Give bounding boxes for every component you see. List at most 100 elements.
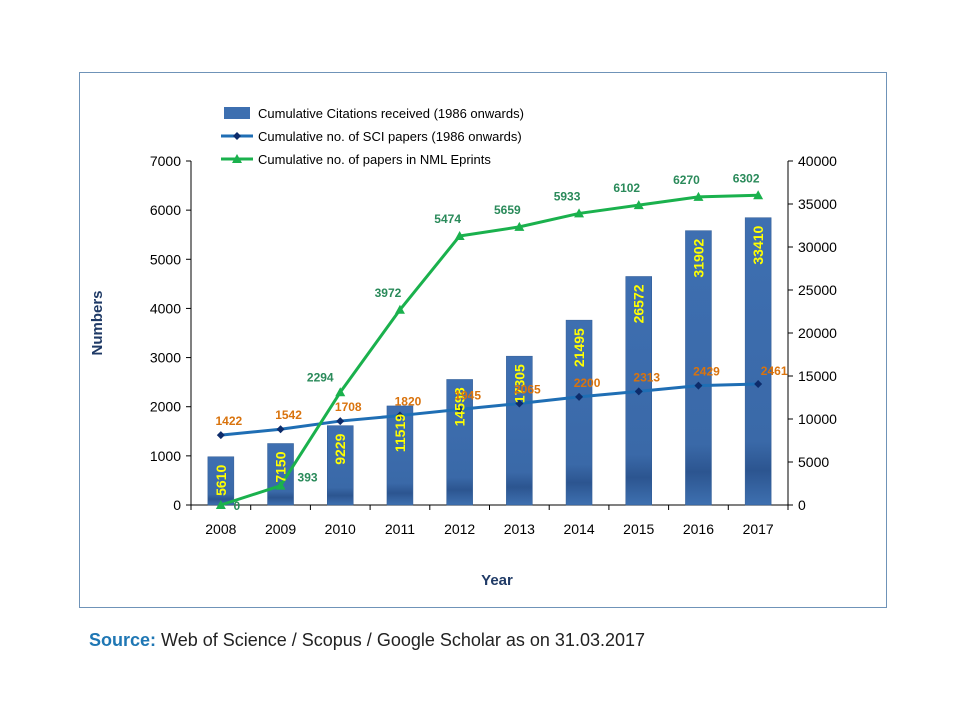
legend: Cumulative Citations received (1986 onwa… (221, 106, 524, 167)
diamond-marker (575, 392, 584, 401)
line-data-label: 1708 (335, 400, 362, 414)
y-left-tick-label: 7000 (150, 153, 181, 169)
y-right-tick-label: 25000 (798, 282, 837, 298)
x-tick-label: 2012 (444, 521, 475, 537)
bar-series (207, 217, 772, 506)
bar (386, 405, 414, 506)
bar (506, 355, 533, 506)
y-right-tick-label: 20000 (798, 325, 837, 341)
legend-entry-label: Cumulative Citations received (1986 onwa… (258, 106, 524, 121)
y-left-tick-label: 5000 (150, 251, 181, 267)
bar-data-label: 33410 (750, 225, 766, 264)
bar-data-label: 31902 (690, 238, 706, 277)
legend-diamond-marker (233, 132, 241, 140)
bar (565, 319, 593, 506)
line-data-label: 6270 (673, 173, 700, 187)
data-labels: 5610 7150 9229 11519 14598 17305 21495 26572 319… (213, 171, 788, 513)
diamond-marker (395, 411, 404, 420)
diamond-marker (336, 417, 345, 426)
diamond-marker (515, 399, 524, 408)
bar (446, 379, 473, 506)
triangle-marker (633, 200, 644, 210)
bar-data-label: 14598 (452, 387, 468, 426)
bar-data-label: 7150 (273, 451, 289, 482)
line-data-label: 0 (234, 499, 241, 513)
line-series (215, 190, 764, 509)
line-data-label: 1542 (275, 408, 302, 422)
bar-data-label: 9229 (332, 433, 348, 464)
y-left-tick-label: 3000 (150, 350, 181, 366)
y-right-tick-label: 0 (798, 497, 806, 513)
source-text: Web of Science / Scopus / Google Scholar… (156, 630, 646, 650)
line-data-label: 1422 (215, 414, 242, 428)
y-right-tick-label: 15000 (798, 368, 837, 384)
diamond-marker (216, 431, 225, 440)
x-tick-label: 2017 (743, 521, 774, 537)
x-tick-label: 2010 (325, 521, 356, 537)
diamond-marker (276, 425, 285, 434)
triangle-marker (215, 500, 226, 509)
line-data-label: 2200 (574, 376, 601, 390)
chart-frame: Cumulative Citations received (1986 onwa… (79, 72, 887, 608)
bar (327, 425, 354, 506)
legend-swatch-bar (224, 107, 250, 119)
x-tick-label: 2009 (265, 521, 296, 537)
x-axis-title: Year (481, 572, 513, 589)
diamond-marker (634, 387, 643, 396)
triangle-marker (335, 387, 346, 397)
x-tick-label: 2014 (563, 521, 594, 537)
y-axis-title: Numbers (89, 290, 106, 355)
y-right-tick-label: 10000 (798, 411, 837, 427)
legend-entry-label: Cumulative no. of SCI papers (1986 onwar… (258, 129, 522, 144)
legend-entry-label: Cumulative no. of papers in NML Eprints (258, 152, 491, 167)
bar-data-label: 11519 (392, 414, 408, 452)
y-left-tick-label: 2000 (150, 399, 181, 415)
x-tick-label: 2016 (683, 521, 714, 537)
line-data-label: 2461 (761, 364, 788, 378)
bar (207, 456, 235, 506)
triangle-marker (574, 208, 585, 218)
triangle-marker (514, 221, 525, 231)
y-right-tick-label: 40000 (798, 153, 837, 169)
line-data-label: 2065 (514, 383, 541, 397)
legend-triangle-marker (232, 154, 242, 163)
x-tick-label: 2013 (504, 521, 535, 537)
y-right-tick-label: 5000 (798, 454, 829, 470)
triangle-marker (275, 480, 286, 490)
triangle-marker (454, 230, 465, 240)
y-left-tick-label: 1000 (150, 448, 181, 464)
source-note: Source: Web of Science / Scopus / Google… (89, 630, 645, 651)
line-data-label: 1945 (454, 388, 481, 402)
line-data-label: 393 (298, 471, 318, 485)
line-data-label: 6102 (613, 181, 640, 195)
bar-data-label: 5610 (213, 465, 229, 496)
line-data-label: 2294 (307, 370, 334, 384)
diamond-marker (694, 381, 703, 390)
x-tick-label: 2011 (385, 521, 415, 537)
bar (744, 217, 772, 506)
series-line (220, 382, 759, 437)
bar-data-label: 26572 (631, 284, 647, 323)
line-data-label: 1820 (395, 395, 422, 409)
line-data-label: 5933 (554, 189, 581, 203)
line-data-label: 3972 (375, 286, 402, 300)
y-right-tick-label: 30000 (798, 239, 837, 255)
triangle-marker (394, 304, 405, 314)
line-data-label: 2429 (693, 365, 720, 379)
bar-data-label: 17305 (511, 364, 527, 403)
x-tick-label: 2015 (623, 521, 654, 537)
y-left-tick-label: 6000 (150, 202, 181, 218)
line-data-label: 5474 (434, 212, 461, 226)
diamond-marker (455, 405, 464, 414)
series-line (220, 193, 759, 507)
line-data-label: 5659 (494, 203, 521, 217)
source-label: Source: (89, 630, 157, 650)
y-right-tick-label: 35000 (798, 196, 837, 212)
line-data-label: 2313 (633, 370, 660, 384)
triangle-marker (753, 190, 764, 200)
x-tick-label: 2008 (205, 521, 236, 537)
bar (685, 230, 712, 506)
bar-data-label: 21495 (571, 328, 587, 367)
combo-chart: Cumulative Citations received (1986 onwa… (89, 106, 837, 589)
triangle-marker (693, 191, 704, 201)
